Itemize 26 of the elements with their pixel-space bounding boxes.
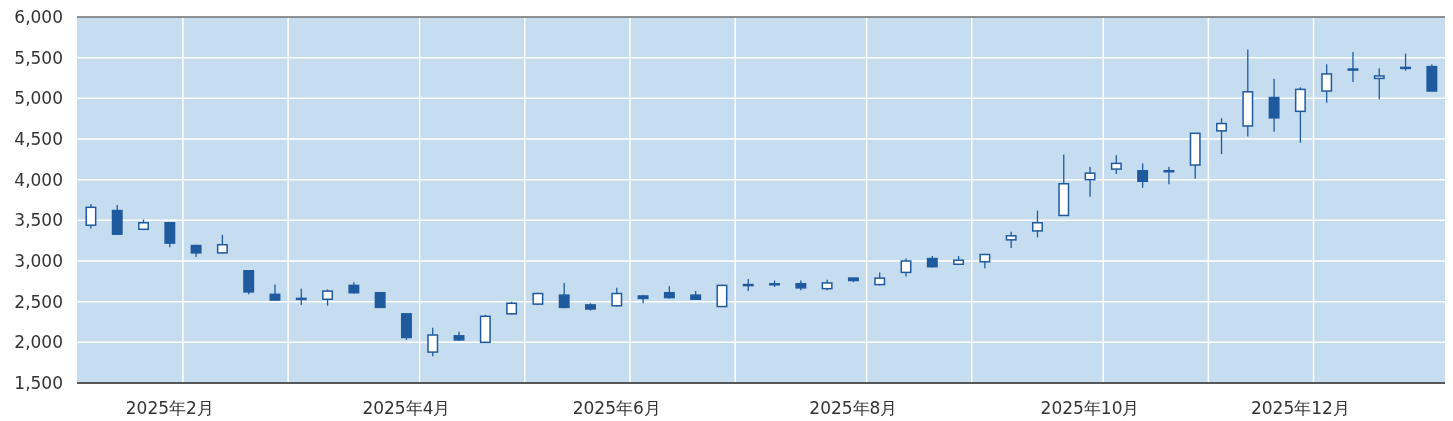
candlestick bbox=[1347, 51, 1359, 83]
y-tick-label: 5,500 bbox=[14, 47, 63, 68]
candlestick bbox=[216, 234, 228, 255]
x-tick-label: 2025年8月 bbox=[809, 398, 898, 418]
candlestick bbox=[558, 282, 570, 309]
candlestick bbox=[1110, 154, 1122, 175]
candlestick bbox=[243, 270, 255, 295]
y-tick-label: 2,500 bbox=[14, 291, 63, 312]
y-tick-label: 4,500 bbox=[14, 129, 63, 149]
candlestick bbox=[111, 204, 123, 236]
x-tick-label: 2025年4月 bbox=[362, 398, 451, 418]
candlestick bbox=[164, 221, 176, 248]
y-tick-label: 6,000 bbox=[14, 7, 63, 27]
x-tick-label: 2025年10月 bbox=[1040, 398, 1140, 418]
candlestick bbox=[400, 313, 412, 341]
y-tick-label: 1,500 bbox=[14, 373, 63, 393]
candlestick bbox=[1268, 78, 1280, 133]
y-tick-label: 4,000 bbox=[14, 169, 63, 190]
y-tick-label: 3,500 bbox=[14, 210, 63, 231]
candlestick bbox=[1137, 162, 1149, 189]
x-tick-label: 2025年2月 bbox=[125, 398, 214, 418]
y-tick-label: 5,000 bbox=[14, 88, 63, 109]
y-tick-label: 2,000 bbox=[14, 332, 63, 353]
x-tick-label: 2025年6月 bbox=[572, 398, 661, 418]
x-tick-label: 2025年12月 bbox=[1250, 398, 1350, 418]
y-tick-label: 3,000 bbox=[14, 251, 63, 271]
